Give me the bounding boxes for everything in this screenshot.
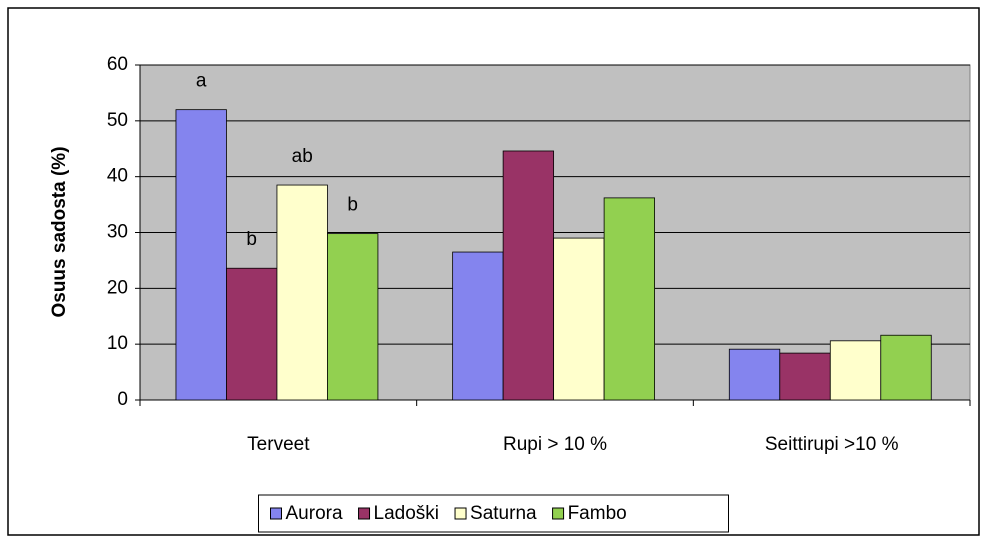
bar xyxy=(276,184,328,401)
annotation: b xyxy=(347,195,358,216)
legend-swatch xyxy=(552,507,565,520)
annotation: ab xyxy=(292,146,313,167)
y-tick-label: 0 xyxy=(117,389,128,410)
bar xyxy=(452,251,504,401)
legend-label: Saturna xyxy=(470,503,537,524)
legend-label: Fambo xyxy=(568,503,627,524)
legend-swatch xyxy=(270,507,282,520)
bar xyxy=(829,340,882,401)
legend-box xyxy=(258,494,729,533)
legend-label: Ladoški xyxy=(374,503,440,524)
bar xyxy=(728,348,781,401)
bar xyxy=(502,150,555,401)
x-tick-label: Terveet xyxy=(247,434,310,455)
bar xyxy=(880,334,932,401)
legend-swatch xyxy=(358,507,371,520)
legend-swatch xyxy=(454,507,467,520)
annotation: a xyxy=(196,71,207,92)
x-tick-label: Rupi > 10 % xyxy=(503,434,607,455)
bar xyxy=(603,197,656,401)
y-tick-label: 20 xyxy=(107,277,128,298)
legend-label: Aurora xyxy=(286,503,343,524)
y-tick-label: 40 xyxy=(107,166,128,187)
bar xyxy=(553,237,605,401)
y-axis-label: Osuus sadosta (%) xyxy=(49,146,70,317)
bar xyxy=(175,109,227,401)
y-tick-label: 60 xyxy=(107,54,128,75)
annotation: b xyxy=(246,229,257,250)
y-tick-label: 50 xyxy=(107,110,128,131)
bar xyxy=(327,233,379,401)
y-tick-label: 10 xyxy=(107,333,128,354)
bar xyxy=(226,267,278,401)
bar xyxy=(779,352,831,401)
y-tick-label: 30 xyxy=(107,222,128,243)
x-tick-label: Seittirupi >10 % xyxy=(765,434,899,455)
